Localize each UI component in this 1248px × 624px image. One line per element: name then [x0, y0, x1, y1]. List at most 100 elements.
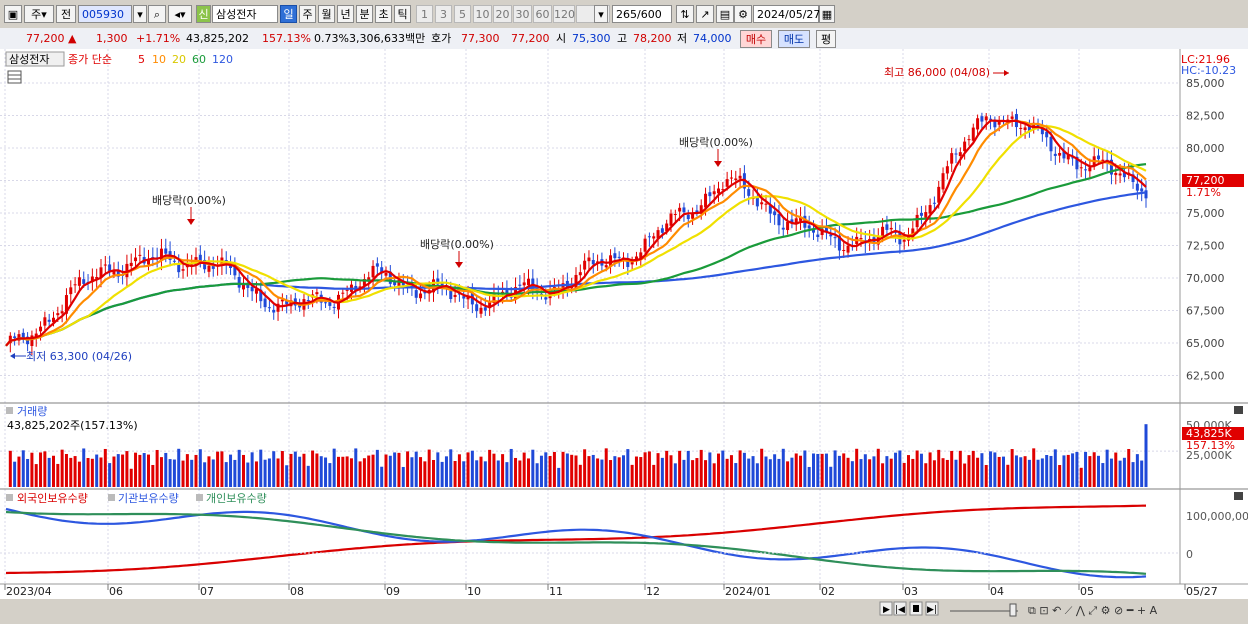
candle-body: [591, 260, 595, 265]
candle-body: [613, 253, 617, 259]
tab-month[interactable]: 월: [318, 5, 335, 23]
x-tick-label: 03: [904, 585, 918, 598]
candle-body: [712, 191, 716, 195]
unit-30[interactable]: 30: [513, 5, 532, 23]
volume-bar: [164, 452, 168, 487]
dividend-arrowhead-3: [714, 161, 722, 167]
volume-panel-close-icon[interactable]: [1234, 406, 1243, 414]
volume-bar: [717, 453, 720, 487]
volume-bar: [829, 466, 833, 487]
stock-code-input[interactable]: 005930: [78, 5, 132, 23]
unit-dropdown-icon[interactable]: ▾: [594, 5, 608, 23]
candle-body: [678, 207, 682, 212]
volume-bar: [129, 468, 133, 487]
volume-bar: [859, 459, 863, 487]
volume-bar: [583, 449, 587, 487]
volume-bar: [1079, 467, 1083, 487]
unit-10[interactable]: 10: [473, 5, 492, 23]
candle-body: [1023, 127, 1027, 131]
date-field[interactable]: 2024/05/27: [753, 5, 820, 23]
volume-bar: [812, 453, 815, 487]
volume-bar: [86, 458, 90, 487]
volume-bar: [729, 455, 733, 487]
tab-second[interactable]: 초: [375, 5, 392, 23]
price-tick-label: 80,000: [1186, 142, 1225, 155]
volume-bar: [682, 459, 686, 487]
candle-body: [1010, 116, 1014, 119]
draw-tool-icon[interactable]: ↗: [696, 5, 714, 23]
tab-day[interactable]: 일: [280, 5, 297, 23]
high-annotation: 최고 86,000 (04/08): [884, 66, 990, 79]
price-tick-label: 65,000: [1186, 337, 1225, 350]
stock-chart[interactable]: 삼성전자 종가 단순 5 10 20 60 120 LC:21.96 HC:-1…: [0, 49, 1248, 621]
candle-body: [207, 265, 211, 272]
sell-button[interactable]: 매도: [778, 30, 810, 48]
volume-bar: [470, 450, 474, 487]
zoom-slider-thumb[interactable]: [1009, 603, 1017, 617]
candle-body: [781, 227, 785, 230]
volume-bar: [121, 454, 125, 487]
volume-bar: [656, 453, 660, 487]
candle-body: [276, 303, 280, 312]
volume-bar: [924, 463, 928, 487]
high-label: 고: [617, 32, 628, 45]
first-page-button[interactable]: [893, 601, 907, 616]
tab-minute[interactable]: 분: [356, 5, 373, 23]
volume-bar: [1109, 458, 1113, 487]
volume-bar: [436, 452, 440, 487]
lc-indicator: LC:21.96: [1181, 53, 1230, 66]
period-select[interactable]: 주▾: [24, 5, 54, 23]
unit-5[interactable]: 5: [454, 5, 471, 23]
candle-body: [971, 127, 975, 141]
unit-3[interactable]: 3: [435, 5, 452, 23]
data-table-icon[interactable]: [7, 70, 22, 84]
count-total: 600: [640, 8, 662, 21]
chart-tools-icons[interactable]: ⧉ ⊡ ↶ ⟋ ⋀ ⤢ ⚙ ⊘ ━ + A: [1028, 604, 1158, 617]
volume-bar: [941, 458, 945, 487]
candle-body: [479, 307, 483, 314]
candle-body: [673, 214, 677, 216]
unit-1[interactable]: 1: [416, 5, 433, 23]
tab-tick[interactable]: 틱: [394, 5, 411, 23]
tab-year[interactable]: 년: [337, 5, 354, 23]
volume-bar: [285, 465, 289, 487]
eval-button[interactable]: 평: [816, 30, 836, 48]
unit-20[interactable]: 20: [493, 5, 512, 23]
ma120-label: 120: [212, 53, 233, 66]
unit-60[interactable]: 60: [533, 5, 552, 23]
count-field[interactable]: 265/600: [612, 5, 672, 23]
volume-bar: [375, 449, 379, 487]
candle-body: [919, 212, 923, 216]
panel-stock-name: 삼성전자: [9, 53, 49, 66]
stock-name-tag[interactable]: [5, 51, 65, 67]
x-tick-label: 02: [821, 585, 835, 598]
search-icon[interactable]: ⌕: [148, 5, 166, 23]
gear-icon[interactable]: ⚙: [734, 5, 752, 23]
holdings-panel-close-icon[interactable]: [1234, 492, 1243, 500]
save-icon[interactable]: ▤: [716, 5, 734, 23]
candle-body: [138, 254, 142, 256]
x-tick-label: 10: [467, 585, 481, 598]
candle-body: [617, 256, 621, 258]
volume-bar: [380, 466, 384, 487]
volume-bar: [116, 454, 120, 487]
tab-week[interactable]: 주: [299, 5, 316, 23]
volume-bar: [332, 448, 336, 487]
speaker-icon[interactable]: ◂▾: [168, 5, 192, 23]
volume-bar: [298, 456, 302, 487]
buy-button[interactable]: 매수: [740, 30, 772, 48]
chart-window-icon[interactable]: ▣: [4, 5, 22, 23]
scroll-right-button[interactable]: [879, 601, 893, 616]
unit-120[interactable]: 120: [553, 5, 575, 23]
candle-body: [116, 270, 120, 277]
chart-tool-icon[interactable]: ⇅: [676, 5, 694, 23]
stop-icon: [913, 605, 919, 612]
candle-body: [708, 192, 712, 197]
volume-bar: [134, 452, 138, 487]
last-page-button[interactable]: [925, 601, 939, 616]
prev-button[interactable]: 전: [56, 5, 76, 23]
candle-body: [1062, 150, 1066, 159]
volume-bar: [578, 464, 582, 487]
code-dropdown-icon[interactable]: ▾: [133, 5, 147, 23]
calendar-icon[interactable]: ▦: [819, 5, 835, 23]
